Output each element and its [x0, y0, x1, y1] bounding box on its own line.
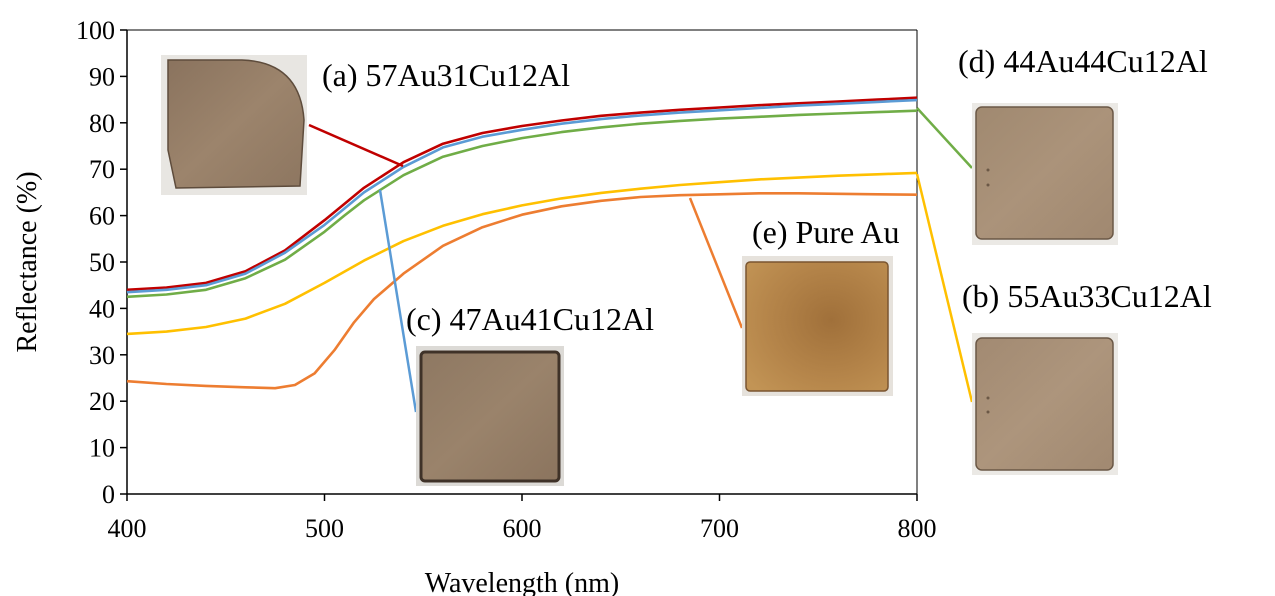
- sample-photo-c: [416, 346, 564, 486]
- callout-label-c: (c) 47Au41Cu12Al: [406, 301, 654, 337]
- x-tick-label: 600: [503, 514, 542, 543]
- leader-line-d: [916, 107, 973, 169]
- callout-label-b: (b) 55Au33Cu12Al: [962, 278, 1212, 314]
- leader-line-e: [688, 197, 744, 329]
- sample-photo-d: [972, 103, 1118, 245]
- callout-label-d: (d) 44Au44Cu12Al: [958, 43, 1208, 79]
- y-axis-title: Reflectance (%): [12, 171, 43, 352]
- sample-photo-b: [972, 333, 1118, 475]
- series-line-4: [126, 192, 918, 390]
- y-tick-label: 60: [89, 202, 115, 231]
- y-tick-label: 10: [89, 434, 115, 463]
- y-tick-label: 80: [89, 109, 115, 138]
- y-tick-label: 40: [89, 294, 115, 323]
- leader-line-b: [915, 173, 974, 403]
- y-tick-label: 30: [89, 341, 115, 370]
- series-group: [126, 96, 918, 390]
- series-line-1: [126, 98, 918, 294]
- series-line-2: [126, 109, 918, 299]
- callout-label-e: (e) Pure Au: [752, 214, 900, 250]
- x-tick-label: 500: [305, 514, 344, 543]
- y-tick-label: 0: [102, 480, 115, 509]
- x-tick-label: 700: [700, 514, 739, 543]
- y-tick-label: 90: [89, 62, 115, 91]
- y-tick-group: 0 10 20 30 40 50 60 70 80 90 100: [76, 16, 127, 509]
- x-tick-label: 800: [898, 514, 937, 543]
- series-line-3: [126, 171, 918, 336]
- leader-line-a: [308, 123, 404, 168]
- y-tick-label: 20: [89, 387, 115, 416]
- y-tick-label: 50: [89, 248, 115, 277]
- sample-photo-a: [161, 55, 307, 195]
- sample-photo-e: [742, 256, 893, 396]
- x-axis-title: Wavelength (nm): [425, 568, 619, 596]
- y-tick-label: 70: [89, 155, 115, 184]
- y-tick-label: 100: [76, 16, 115, 45]
- x-tick-group: 400 500 600 700 800: [108, 494, 937, 543]
- leader-line-c: [378, 189, 418, 413]
- x-tick-label: 400: [108, 514, 147, 543]
- callout-label-a: (a) 57Au31Cu12Al: [322, 57, 570, 93]
- series-line-0: [126, 96, 918, 292]
